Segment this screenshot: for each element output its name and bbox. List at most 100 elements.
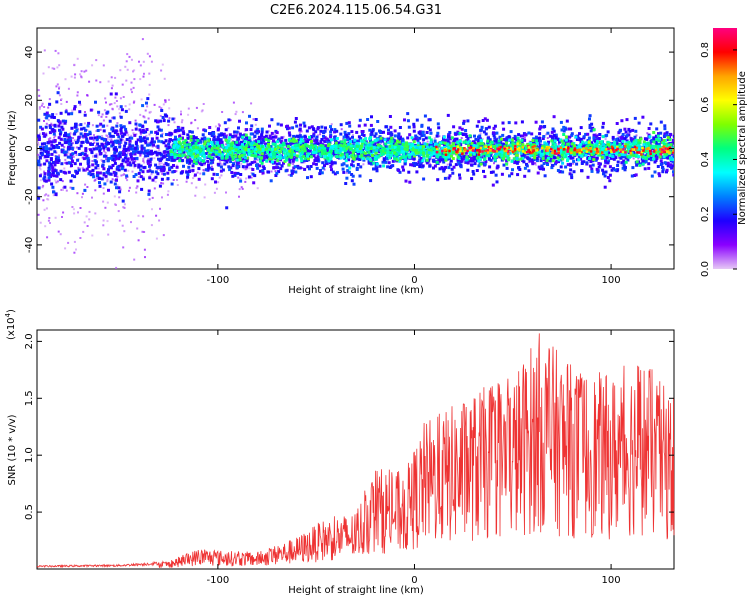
spectrogram-cell	[466, 168, 470, 172]
spectrogram-cell	[254, 118, 258, 121]
spectrogram-cell	[429, 145, 433, 149]
spectrogram-cell	[45, 177, 48, 180]
spectrogram-cell	[378, 164, 382, 168]
spectrogram-cell	[155, 237, 158, 240]
spectrogram-cell	[654, 134, 658, 138]
spectrogram-cell	[256, 158, 259, 161]
spectrogram-cell	[538, 135, 541, 138]
spectrogram-cell	[64, 158, 67, 161]
spectrogram-cell	[123, 230, 126, 233]
spectrogram-cell	[550, 135, 554, 139]
spectrogram-cell	[88, 170, 92, 174]
spectrogram-cell	[380, 142, 383, 145]
spectrogram-cell	[519, 155, 522, 158]
spectrogram-cell	[268, 134, 272, 138]
spectrogram-cell	[468, 159, 472, 163]
spectrogram-cell	[236, 171, 240, 175]
spectrogram-cell	[299, 123, 302, 127]
spectrogram-cell	[50, 182, 54, 186]
spectrogram-cell	[616, 160, 620, 164]
spectrogram-cell	[53, 67, 56, 70]
spectrogram-cell	[547, 140, 550, 144]
spectrogram-cell	[323, 164, 326, 168]
spectrogram-cell	[552, 115, 556, 119]
spectrogram-cell	[657, 132, 660, 136]
spectrogram-cell	[142, 158, 145, 161]
spectrogram-cell	[659, 159, 663, 163]
spectrogram-cell	[315, 166, 319, 170]
spectrogram-cell	[144, 256, 146, 259]
spectrogram-cell	[472, 157, 476, 161]
spectrogram-cell	[129, 155, 133, 159]
spectrogram-cell	[100, 115, 103, 118]
spectrogram-cell	[330, 168, 333, 172]
spectrogram-cell	[85, 167, 89, 171]
spectrogram-cell	[620, 119, 624, 123]
spectrogram-cell	[258, 169, 262, 173]
spectrogram-cell	[356, 154, 360, 158]
spectrogram-cell	[670, 152, 674, 156]
spectrogram-cell	[156, 120, 160, 124]
spectrogram-cell	[107, 80, 110, 83]
spectrogram-cell	[140, 147, 144, 151]
spectrogram-cell	[119, 97, 122, 100]
spectrogram-cell	[666, 156, 670, 160]
spectrogram-cell	[462, 154, 466, 158]
spectrogram-cell	[557, 158, 561, 162]
spectrogram-cell	[588, 123, 592, 127]
spectrogram-cell	[551, 127, 555, 131]
spectrogram-cell	[458, 126, 462, 130]
spectrogram-cell	[405, 148, 409, 151]
spectrogram-cell	[554, 137, 558, 141]
spectrogram-cell	[114, 76, 117, 79]
spectrogram-cell	[219, 169, 223, 173]
spectrogram-cell	[359, 137, 363, 141]
spectrogram-cell	[50, 173, 54, 177]
spectrogram-cell	[360, 130, 364, 133]
spectrogram-cell	[70, 164, 73, 168]
spectrogram-cell	[73, 107, 76, 111]
spectrogram-cell	[134, 127, 138, 131]
spectrogram-cell	[166, 163, 170, 167]
spectrogram-cell	[236, 161, 240, 165]
spectrogram-cell	[115, 100, 118, 102]
spectrogram-cell	[155, 136, 159, 140]
spectrogram-cell	[324, 126, 327, 130]
spectrogram-cell	[252, 181, 256, 185]
spectrogram-cell	[330, 128, 333, 132]
spectrogram-cell	[107, 142, 111, 145]
spectrogram-cell	[470, 163, 473, 167]
spectrogram-cell	[313, 159, 317, 162]
spectrogram-cell	[422, 156, 426, 160]
spectrogram-cell	[176, 150, 178, 152]
spectrogram-cell	[185, 141, 189, 145]
spectrogram-cell	[262, 139, 265, 143]
spectrogram-cell	[76, 57, 79, 60]
spectrogram-cell	[41, 186, 44, 189]
spectrogram-cell	[616, 164, 620, 167]
spectrogram-cell	[153, 103, 156, 106]
spectrogram-cell	[329, 125, 332, 129]
spectrogram-cell	[406, 119, 410, 123]
spectrogram-cell	[456, 159, 460, 163]
spectrogram-cell	[79, 152, 83, 156]
spectrogram-cell	[395, 154, 399, 158]
spectrogram-cell	[568, 172, 572, 176]
spectrogram-cell	[590, 167, 594, 171]
spectrogram-cell	[46, 147, 50, 151]
spectrogram-cell	[418, 136, 422, 140]
spectrogram-cell	[53, 150, 57, 154]
spectrogram-cell	[589, 129, 593, 133]
spectrogram-cell	[111, 84, 114, 87]
spectrogram-cell	[98, 147, 102, 151]
spectrogram-cell	[531, 162, 535, 166]
spectrogram-cell	[225, 191, 227, 194]
spectrogram-cell	[528, 159, 532, 163]
spectrogram-cell	[342, 138, 345, 141]
spectrogram-cell	[73, 139, 76, 142]
spectrogram-cell	[111, 116, 114, 119]
spectrogram-cell	[315, 139, 319, 143]
spectrogram-cell	[179, 128, 183, 132]
spectrogram-cell	[604, 159, 607, 163]
spectrogram-cell	[501, 138, 505, 141]
